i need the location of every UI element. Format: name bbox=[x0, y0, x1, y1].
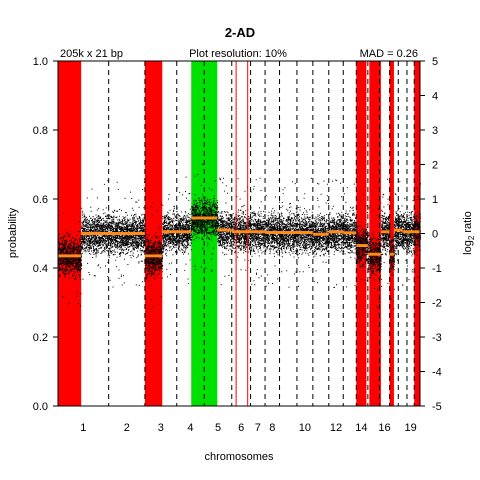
x-tick-label-19: 19 bbox=[404, 422, 416, 434]
x-tick-label-1: 1 bbox=[80, 422, 86, 434]
shaded-region-6 bbox=[414, 61, 420, 406]
x-axis: 1 2 3 4 5 6 7 8 10 12 14 16 19 bbox=[80, 422, 416, 434]
y-right-tick-label-4: 1 bbox=[432, 194, 438, 206]
y-left-tick-label-3: 0.6 bbox=[33, 194, 48, 206]
y-right-tick-label-2: 3 bbox=[432, 125, 438, 137]
shaded-region-1 bbox=[144, 61, 163, 406]
y-left-tick-label-4: 0.8 bbox=[33, 125, 48, 137]
y-axis-right-label-base: log bbox=[462, 240, 474, 255]
y-right-tick-label-3: 2 bbox=[432, 160, 438, 172]
x-tick-label-7: 7 bbox=[255, 422, 261, 434]
x-tick-label-5: 5 bbox=[215, 422, 221, 434]
x-tick-label-8: 8 bbox=[269, 422, 275, 434]
chart-title: 2-AD bbox=[225, 25, 255, 40]
probe-cloud-2 bbox=[144, 202, 164, 310]
y-right-tick-label-7: -2 bbox=[432, 298, 442, 310]
x-tick-label-16: 16 bbox=[378, 422, 390, 434]
y-axis-left: 0.0 0.2 0.4 0.6 0.8 1.0 bbox=[33, 56, 58, 413]
y-right-tick-label-9: -4 bbox=[432, 367, 442, 379]
x-tick-label-10: 10 bbox=[299, 422, 311, 434]
annotation-plot-resolution: Plot resolution: 10% bbox=[189, 48, 287, 60]
y-left-tick-label-1: 0.2 bbox=[33, 332, 48, 344]
shaded-region-4 bbox=[369, 61, 381, 406]
probe-cloud-12 bbox=[368, 202, 382, 310]
probe-cloud-9 bbox=[328, 179, 345, 288]
x-tick-label-6: 6 bbox=[238, 422, 244, 434]
y-right-tick-label-10: -5 bbox=[432, 401, 442, 413]
probe-cloud-11 bbox=[356, 194, 369, 285]
x-tick-label-12: 12 bbox=[330, 422, 342, 434]
y-axis-right-label-rest: ratio bbox=[462, 211, 474, 235]
y-left-tick-label-2: 0.4 bbox=[33, 263, 48, 275]
y-right-tick-label-0: 5 bbox=[432, 56, 438, 68]
x-tick-label-4: 4 bbox=[187, 422, 193, 434]
annotation-mad: MAD = 0.26 bbox=[360, 48, 418, 60]
probe-points-layer bbox=[58, 163, 421, 310]
annotation-resolution-bp: 205k x 21 bp bbox=[60, 48, 123, 60]
probe-cloud-8 bbox=[312, 180, 330, 284]
x-tick-label-3: 3 bbox=[158, 422, 164, 434]
y-right-tick-label-6: -1 bbox=[432, 263, 442, 275]
y-axis-right: 5 4 3 2 1 0 -1 -2 -3 -4 -5 bbox=[420, 56, 442, 413]
probe-cloud-10 bbox=[343, 183, 358, 288]
y-right-tick-label-5: 0 bbox=[432, 229, 438, 241]
segment-lines-layer bbox=[58, 216, 420, 258]
x-tick-label-2: 2 bbox=[124, 422, 130, 434]
shaded-region-5 bbox=[389, 61, 394, 406]
y-left-tick-label-0: 0.0 bbox=[33, 401, 48, 413]
y-axis-left-label: probability bbox=[7, 207, 19, 258]
y-left-tick-label-5: 1.0 bbox=[33, 56, 48, 68]
probe-cloud-0 bbox=[58, 207, 83, 308]
y-axis-right-label-subscript: 2 bbox=[467, 235, 476, 240]
shaded-region-0 bbox=[58, 61, 82, 406]
y-axis-right-label: log2 ratio bbox=[462, 211, 476, 255]
y-right-tick-label-8: -3 bbox=[432, 332, 442, 344]
y-right-tick-label-1: 4 bbox=[432, 91, 438, 103]
x-axis-label: chromosomes bbox=[204, 451, 274, 463]
x-tick-label-14: 14 bbox=[355, 422, 367, 434]
shaded-region-3 bbox=[356, 61, 367, 406]
